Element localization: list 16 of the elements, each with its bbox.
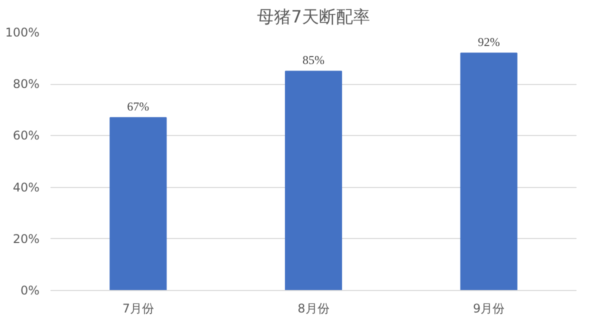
bar	[110, 117, 167, 290]
bar	[460, 52, 518, 290]
y-tick-label: 0%	[20, 284, 40, 298]
x-tick-label: 8月份	[298, 302, 330, 316]
bar	[284, 70, 342, 290]
x-tick-label: 7月份	[122, 302, 154, 316]
data-label: 92%	[478, 35, 500, 50]
y-tick-label: 60%	[12, 128, 40, 143]
x-tick-label: 9月份	[473, 302, 505, 316]
y-tick-label: 100%	[5, 26, 40, 40]
data-label: 85%	[302, 53, 324, 68]
y-tick-label: 80%	[12, 77, 40, 92]
data-label: 67%	[127, 100, 150, 114]
y-tick-label: 20%	[12, 232, 40, 246]
y-tick-label: 40%	[12, 180, 40, 194]
chart-title: 母猪7天断配率	[257, 8, 370, 28]
